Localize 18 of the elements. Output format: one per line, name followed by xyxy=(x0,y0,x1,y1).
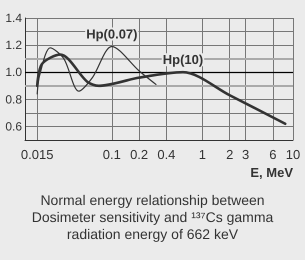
x-axis-title: E, MeV xyxy=(250,165,294,180)
y-tick-label: 1.0 xyxy=(5,65,22,80)
x-tick-label: 3 xyxy=(242,147,250,162)
x-tick-label: 0.2 xyxy=(130,147,148,162)
x-tick-label: 10 xyxy=(286,147,300,162)
x-tick-label: 0.4 xyxy=(157,147,176,162)
y-tick-label: 0.6 xyxy=(5,119,22,134)
y-tick-label: 1.2 xyxy=(5,38,22,52)
series-label: Hp(10) xyxy=(162,52,204,68)
text: Normal energy relationship between Dosimeter sensitivity and ¹³⁷Cs gamma radiation energy of 662 keV xyxy=(30,192,274,243)
x-tick-label: 1 xyxy=(198,147,206,162)
y-tick-label: 1.4 xyxy=(5,11,22,25)
series-label: Hp(0.07) xyxy=(86,26,138,42)
x-tick-label: 0.015 xyxy=(20,147,54,162)
x-tick-label: 0.1 xyxy=(102,147,121,162)
x-tick-label: 6 xyxy=(269,147,277,162)
y-tick-label: 0.8 xyxy=(5,92,22,106)
x-tick-label: 2 xyxy=(226,147,234,162)
